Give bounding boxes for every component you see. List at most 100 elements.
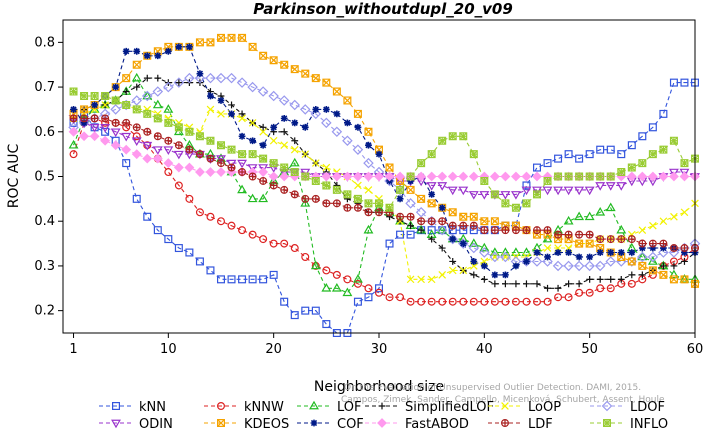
data-point-fastabod [395,171,405,182]
data-point-inflo [311,176,320,185]
data-point-knnw [554,293,563,302]
series-markers [68,33,701,338]
data-point-odin [247,164,258,173]
data-point-fastabod [79,131,89,142]
x-tick-label: 50 [581,342,598,357]
data-point-inflo [217,141,225,150]
data-point-simplifiedlof [607,275,615,283]
data-point-lof [637,251,648,261]
data-point-loop [269,136,278,145]
data-point-odin [479,191,490,200]
data-point-knn [195,257,204,266]
data-point-knnw [195,208,204,217]
legend-marker [111,402,120,411]
data-point-inflo [501,199,510,208]
data-point-lof [258,193,269,203]
data-point-lof [289,157,300,167]
data-point-ldof [521,256,532,267]
data-point-lof [437,224,448,234]
data-point-fastabod [468,171,479,182]
data-point-loop [649,221,657,230]
data-point-simplifiedlof [238,110,246,118]
data-point-knnw [490,297,499,306]
legend-item-ldf: LDF [488,417,553,432]
data-point-knnw [174,181,183,190]
data-point-fastabod [458,171,469,182]
series-line-odin [73,117,696,195]
data-point-loop [206,105,215,114]
data-point-inflo [406,172,415,181]
data-point-knnw [585,288,594,297]
data-point-fastabod [416,171,427,182]
data-point-loop [248,119,257,127]
data-point-cof [91,101,98,109]
data-point-fastabod [173,162,184,173]
data-point-lof [479,242,490,252]
legend-item-inflo: INFLO [590,417,668,432]
data-point-kdeos [259,51,268,60]
data-point-simplifiedlof [428,235,436,243]
data-point-cof [70,106,77,113]
data-point-knn [617,150,626,159]
x-axis: 1 10 20 30 40 50 60 [69,333,703,357]
data-point-knnw [322,266,331,275]
data-point-lof [68,139,79,149]
data-point-cof [217,97,225,104]
data-point-inflo [90,92,99,101]
data-point-lof [342,287,353,297]
data-point-ldof [468,242,480,254]
data-point-inflo [459,132,468,141]
data-point-ldf [417,217,426,226]
data-point-ldf [217,159,226,168]
data-point-odin [426,182,437,191]
data-point-ldof [552,260,564,272]
x-tick-label: 10 [160,342,177,357]
series-points-fastabod [68,126,700,182]
data-point-ldof [352,144,364,155]
data-point-kdeos [322,78,331,87]
data-point-loop [543,244,552,252]
data-point-inflo [448,132,457,141]
data-point-knn [227,275,236,284]
data-point-ldof [531,256,543,267]
data-point-fastabod [500,171,511,182]
data-point-knnw [511,297,520,306]
data-point-fastabod [184,162,195,173]
data-point-knn [301,306,310,315]
data-point-kdeos [332,87,341,96]
data-point-odin [152,146,163,155]
data-point-fastabod [110,140,121,151]
data-point-ldof [289,99,301,111]
data-point-inflo [364,199,373,208]
data-point-odin [605,182,616,191]
legend-item-simplifiedlof: SimplifiedLOF [365,400,494,415]
data-point-ldf [648,239,657,248]
y-axis: 0.2 0.3 0.4 0.5 0.6 0.7 0.8 [34,35,63,319]
data-point-kdeos [448,208,457,217]
legend-marker [501,419,510,427]
data-point-ldf [353,203,362,212]
data-point-ldof [257,86,269,97]
data-point-kdeos [469,212,478,221]
data-point-simplifiedlof [670,262,678,270]
data-point-kdeos [311,74,320,83]
data-point-inflo [669,136,678,145]
series-line-knn [73,82,695,334]
legend-marker [603,419,611,427]
data-point-lof [152,99,163,109]
data-point-ldof [573,260,585,272]
data-point-knnw [69,150,78,159]
data-point-kdeos [406,185,415,194]
data-point-ldof [647,251,659,263]
data-point-simplifiedlof [575,280,583,288]
data-point-ldf [206,154,215,163]
data-point-inflo [564,172,573,181]
data-point-knn [143,212,152,221]
data-point-lof [363,224,374,234]
legend-label: kNNW [244,400,284,415]
data-point-simplifiedlof [554,284,562,292]
data-point-knn [585,150,594,159]
data-point-ldf [533,226,542,235]
data-point-loop [448,266,457,275]
data-point-lof [574,211,585,221]
